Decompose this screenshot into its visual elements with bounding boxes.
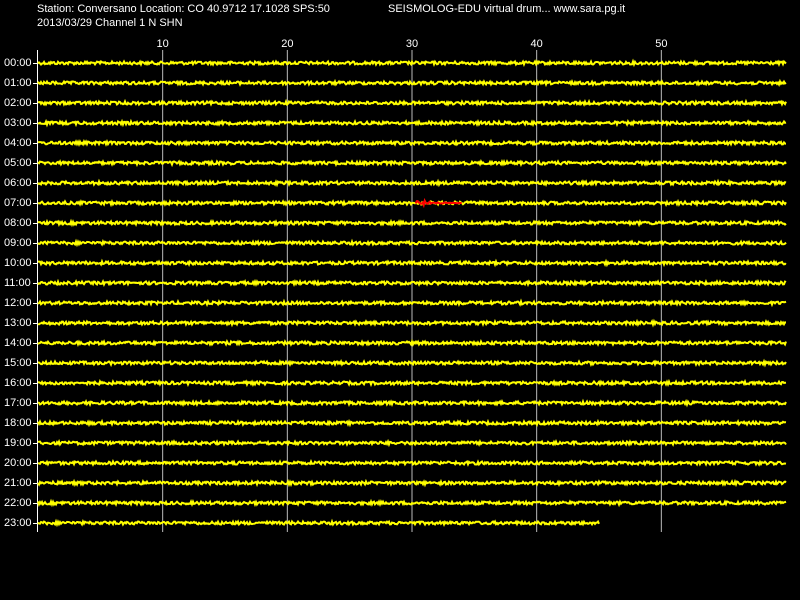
hour-label: 15:00: [4, 357, 32, 369]
trace: [37, 118, 787, 128]
hour-label: 09:00: [4, 237, 32, 249]
trace: [37, 518, 600, 528]
hour-label: 05:00: [4, 157, 32, 169]
hour-label: 20:00: [4, 457, 32, 469]
hour-label: 04:00: [4, 137, 32, 149]
hour-label: 21:00: [4, 477, 32, 489]
hour-label: 18:00: [4, 417, 32, 429]
trace: [37, 218, 787, 228]
hour-label: 17:00: [4, 397, 32, 409]
trace: [37, 58, 787, 68]
trace: [37, 378, 787, 388]
hour-label: 06:00: [4, 177, 32, 189]
trace: [37, 278, 787, 288]
hour-label: 00:00: [4, 57, 32, 69]
trace: [37, 98, 787, 107]
trace: [37, 238, 787, 248]
trace: [37, 418, 787, 428]
trace: [37, 298, 787, 308]
trace: [37, 478, 787, 488]
chart-title: Station: Conversano Location: CO 40.9712…: [37, 3, 330, 15]
x-tick-label: 50: [655, 38, 667, 50]
trace: [37, 318, 786, 328]
hour-label: 07:00: [4, 197, 32, 209]
trace: [37, 498, 787, 508]
trace: [37, 158, 787, 168]
chart-subtitle: SEISMOLOG-EDU virtual drum... www.sara.p…: [388, 3, 625, 15]
date-line: 2013/03/29 Channel 1 N SHN: [37, 17, 183, 29]
hour-label: 22:00: [4, 497, 32, 509]
hour-label: 03:00: [4, 117, 32, 129]
trace: [37, 138, 786, 148]
trace: [37, 338, 787, 348]
hour-label: 16:00: [4, 377, 32, 389]
hour-label: 12:00: [4, 297, 32, 309]
trace: [37, 438, 787, 448]
x-tick-label: 40: [531, 38, 543, 50]
x-tick-label: 20: [281, 38, 293, 50]
trace: [37, 178, 787, 188]
trace: [37, 458, 787, 467]
trace: [38, 258, 787, 268]
hour-label: 13:00: [4, 317, 32, 329]
x-tick-label: 30: [406, 38, 418, 50]
hour-label: 14:00: [4, 337, 32, 349]
hour-label: 08:00: [4, 217, 32, 229]
trace: [38, 358, 787, 368]
hour-label: 10:00: [4, 257, 32, 269]
trace: [37, 198, 787, 208]
trace: [37, 398, 787, 408]
x-tick-label: 10: [157, 38, 169, 50]
trace: [37, 78, 787, 88]
event-trace: [414, 197, 462, 209]
hour-label: 23:00: [4, 517, 32, 529]
hour-label: 19:00: [4, 437, 32, 449]
hour-label: 11:00: [4, 277, 31, 289]
hour-label: 01:00: [4, 77, 32, 89]
hour-label: 02:00: [4, 97, 32, 109]
